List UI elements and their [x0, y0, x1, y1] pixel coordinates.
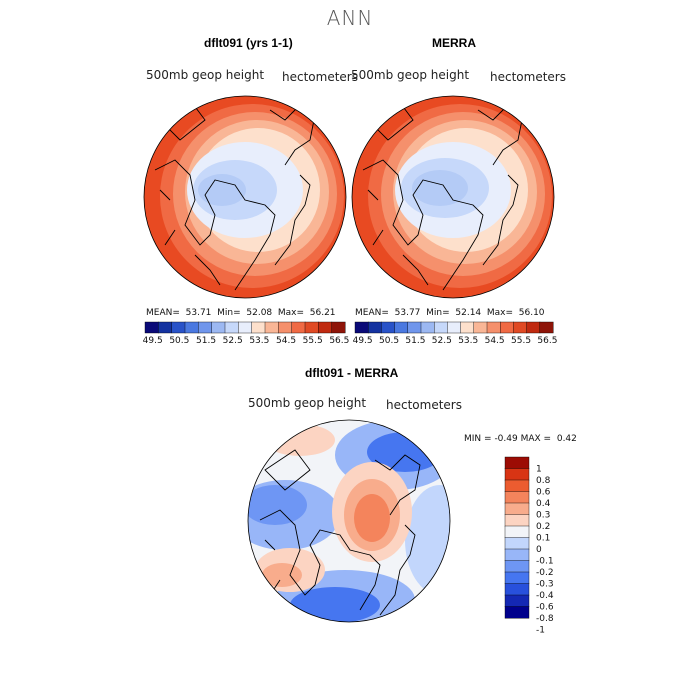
legend-tick-label: 0.2: [536, 522, 550, 532]
colorbar-tick-label: 54.5: [276, 336, 297, 346]
legend-tick-label: 0.6: [536, 488, 551, 498]
stats-line-obs: MEAN= 53.77 Min= 52.14 Max= 56.10: [355, 308, 545, 318]
legend-tick-label: 0.8: [536, 476, 551, 486]
colorbar-swatch: [486, 321, 501, 334]
colorbar-swatch: [367, 321, 382, 334]
colorbar-tick-label: 50.5: [169, 336, 190, 346]
colorbar-swatch: [354, 321, 369, 334]
colorbar-swatch: [460, 321, 475, 334]
legend-tick-label: -0.8: [536, 614, 554, 624]
legend-swatch: [504, 583, 530, 596]
colorbar-ticks-obs: 49.5 50.5 51.5 52.5 53.5 54.5 55.5 56.5: [352, 336, 558, 348]
legend-tick-label: -0.3: [536, 580, 554, 590]
legend-tick-label: 0.3: [536, 511, 550, 521]
colorbar-tick-label: 55.5: [511, 336, 532, 346]
colorbar-obs: [354, 321, 554, 334]
colorbar-swatch: [447, 321, 462, 334]
colorbar-swatch: [499, 321, 514, 334]
colorbar-swatch: [433, 321, 448, 334]
colorbar-tick-label: 52.5: [431, 336, 452, 346]
colorbar-swatch: [304, 321, 319, 334]
colorbar-swatch: [171, 321, 186, 334]
panel-title-model: dflt091 (yrs 1-1): [204, 36, 293, 50]
colorbar-tick-label: 49.5: [142, 336, 163, 346]
colorbar-swatch: [198, 321, 213, 334]
legend-swatch: [504, 491, 530, 504]
colorbar-tick-label: 56.5: [329, 336, 350, 346]
legend-tick-label: 1: [536, 465, 542, 475]
legend-tick-label: -0.1: [536, 557, 554, 567]
colorbar-swatch: [526, 321, 541, 334]
legend-swatch: [504, 468, 530, 481]
colorbar-swatch: [211, 321, 226, 334]
colorbar-swatch: [264, 321, 279, 334]
legend-tick-label: 0: [536, 545, 542, 555]
colorbar-swatch: [278, 321, 293, 334]
legend-swatch: [504, 560, 530, 573]
stats-line-model: MEAN= 53.71 Min= 52.08 Max= 56.21: [146, 308, 336, 318]
colorbar-tick-label: 50.5: [379, 336, 400, 346]
legend-swatch: [504, 606, 530, 619]
legend-swatch: [504, 456, 530, 470]
panel-units-label: hectometers: [282, 70, 358, 84]
minmax-line: MIN = -0.49 MAX = 0.42: [464, 434, 577, 444]
colorbar-tick-label: 53.5: [458, 336, 479, 346]
legend-swatch: [504, 537, 530, 550]
colorbar-swatch: [238, 321, 253, 334]
colorbar-tick-label: 52.5: [222, 336, 243, 346]
panel-units-label: hectometers: [386, 398, 462, 412]
colorbar-tick-label: 54.5: [484, 336, 505, 346]
colorbar-swatch: [158, 321, 173, 334]
colorbar-tick-label: 51.5: [196, 336, 217, 346]
colorbar-swatch: [224, 321, 239, 334]
panel-variable-label: 500mb geop height: [146, 68, 265, 82]
colorbar-tick-label: 49.5: [352, 336, 373, 346]
legend-swatch: [504, 548, 530, 562]
difference-legend: 10.8 0.60.4 0.30.2 0.10 -0.1-0.2 -0.3-0.4 -0.6…: [504, 456, 554, 636]
colorbar-swatch: [473, 321, 488, 334]
legend-swatch: [504, 525, 530, 539]
colorbar-tick-label: 51.5: [405, 336, 426, 346]
colorbar-swatch: [539, 321, 554, 334]
colorbar-swatch: [184, 321, 199, 334]
colorbar-swatch: [513, 321, 528, 334]
colorbar-swatch: [318, 321, 333, 334]
legend-swatch: [504, 479, 530, 493]
colorbar-swatch: [394, 321, 409, 334]
colorbar-swatch: [381, 321, 396, 334]
panel-title-obs: MERRA: [432, 36, 476, 50]
colorbar-tick-label: 55.5: [302, 336, 323, 346]
colorbar-ticks-model: 49.5 50.5 51.5 52.5 53.5 54.5 55.5 56.5: [142, 336, 350, 348]
panel-variable-label: 500mb geop height: [248, 396, 367, 410]
colorbar-swatch: [251, 321, 266, 334]
legend-tick-label: -1: [536, 626, 545, 636]
colorbar-swatch: [144, 321, 159, 334]
legend-tick-label: -0.6: [536, 603, 554, 613]
colorbar-swatch: [420, 321, 435, 334]
colorbar-swatch: [331, 321, 346, 334]
colorbar-tick-label: 53.5: [249, 336, 270, 346]
colorbar-swatch: [291, 321, 306, 334]
panel-units-label: hectometers: [490, 70, 566, 84]
colorbar-swatch: [407, 321, 422, 334]
legend-tick-label: 0.4: [536, 499, 551, 509]
panel-title-difference: dflt091 - MERRA: [305, 366, 399, 380]
panel-variable-label: 500mb geop height: [351, 68, 470, 82]
legend-swatch: [504, 514, 530, 527]
colorbar-model: [144, 321, 346, 334]
colorbar-tick-label: 56.5: [537, 336, 558, 346]
legend-tick-label: 0.1: [536, 534, 550, 544]
legend-swatch: [504, 594, 530, 608]
legend-tick-label: -0.4: [536, 591, 554, 601]
legend-swatch: [504, 571, 530, 585]
legend-swatch: [504, 502, 530, 516]
legend-tick-label: -0.2: [536, 568, 554, 578]
figure-title: ANN: [326, 6, 374, 30]
